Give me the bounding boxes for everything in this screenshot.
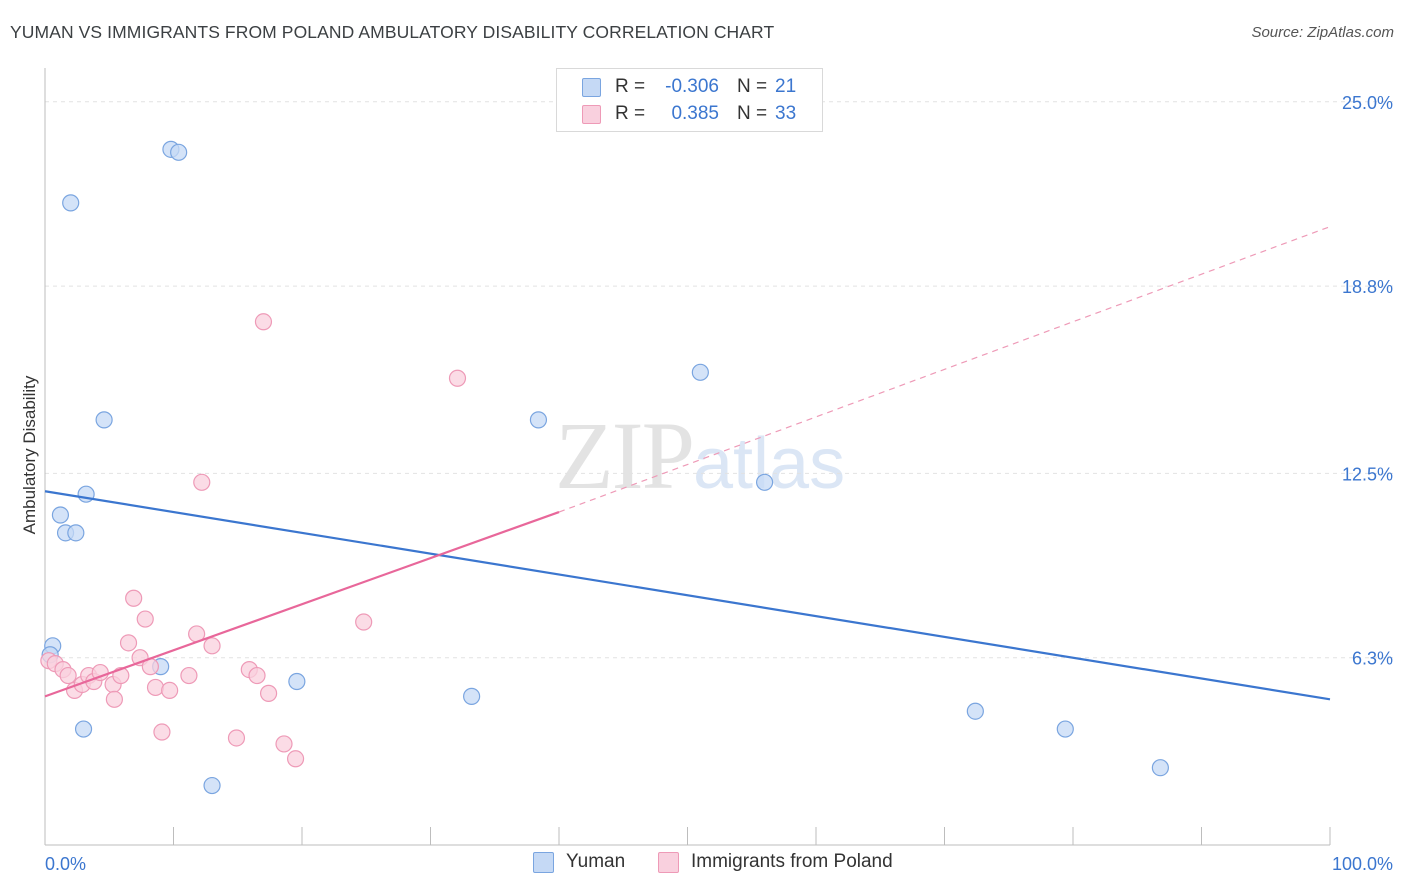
poland-point xyxy=(286,750,305,768)
legend-n-label: N = xyxy=(737,76,768,97)
yuman-point xyxy=(755,473,774,491)
watermark: ZIPatlas xyxy=(555,400,845,511)
yuman-point xyxy=(203,776,221,795)
watermark-atlas: atlas xyxy=(693,424,846,504)
legend-r-label: R = xyxy=(615,76,646,97)
legend-r-value: -0.306 xyxy=(665,76,719,97)
y-tick-label: 12.5% xyxy=(1342,464,1393,484)
legend-r-value: 0.385 xyxy=(671,103,719,124)
poland-point xyxy=(259,684,278,702)
legend-n-value: 33 xyxy=(775,103,797,124)
bottom-legend-swatch-yuman xyxy=(533,851,554,873)
poland-point xyxy=(105,690,123,708)
legend-swatch-yuman xyxy=(582,77,601,97)
poland-point xyxy=(254,313,273,331)
yuman-point xyxy=(691,363,709,381)
chart-title: YUMAN VS IMMIGRANTS FROM POLAND AMBULATO… xyxy=(10,22,775,42)
bottom-legend-swatch-poland xyxy=(658,851,679,873)
source-label: Source: ZipAtlas.com xyxy=(1251,24,1394,41)
poland-point xyxy=(448,369,467,387)
yuman-point xyxy=(1056,720,1074,738)
correlation-legend: R = -0.306 N = 21 R = 0.385 N = 33 xyxy=(556,68,823,132)
y-tick-label: 18.8% xyxy=(1342,277,1393,297)
yuman-point xyxy=(62,194,80,212)
yuman-point xyxy=(170,143,188,161)
yuman-point xyxy=(67,524,85,542)
yuman-point xyxy=(529,411,548,429)
poland-point xyxy=(125,589,143,607)
x-tick-label: 100.0% xyxy=(1332,854,1393,874)
yuman-point xyxy=(51,506,70,524)
yuman-point xyxy=(74,720,93,738)
poland-point xyxy=(161,681,179,700)
poland-trend-extension xyxy=(558,226,1331,513)
yuman-point xyxy=(966,702,984,720)
yuman-point xyxy=(463,687,481,705)
legend-row-poland: R = 0.385 N = 33 xyxy=(582,102,796,126)
poland-point xyxy=(119,634,138,652)
poland-point xyxy=(180,666,198,685)
poland-point xyxy=(146,678,165,697)
poland-point xyxy=(59,666,77,685)
bottom-legend-label: Immigrants from Poland xyxy=(691,851,893,872)
poland-point xyxy=(355,613,373,631)
yuman-point xyxy=(95,411,113,429)
bottom-legend-yuman: Yuman xyxy=(533,851,625,873)
poland-point xyxy=(275,735,293,753)
legend-n-value: 21 xyxy=(775,76,797,97)
poland-point xyxy=(193,473,211,491)
legend-swatch-poland xyxy=(582,104,601,124)
yuman-point xyxy=(288,672,306,691)
poland-trend-line xyxy=(44,511,560,698)
y-tick-label: 6.3% xyxy=(1352,649,1393,669)
poland-point xyxy=(153,723,171,741)
yuman-point xyxy=(1151,759,1169,777)
poland-point xyxy=(203,637,221,655)
x-tick-label: 0.0% xyxy=(45,854,86,874)
poland-point xyxy=(248,666,266,685)
yuman-trend-line xyxy=(44,490,1331,701)
legend-n-label: N = xyxy=(737,103,768,124)
legend-row-yuman: R = -0.306 N = 21 xyxy=(582,75,796,99)
legend-r-label: R = xyxy=(615,103,646,124)
poland-point xyxy=(227,729,246,747)
bottom-legend-label: Yuman xyxy=(566,851,626,872)
y-tick-label: 25.0% xyxy=(1342,93,1393,113)
bottom-legend-poland: Immigrants from Poland xyxy=(658,851,893,873)
poland-point xyxy=(136,610,154,628)
watermark-zip: ZIP xyxy=(555,402,695,509)
